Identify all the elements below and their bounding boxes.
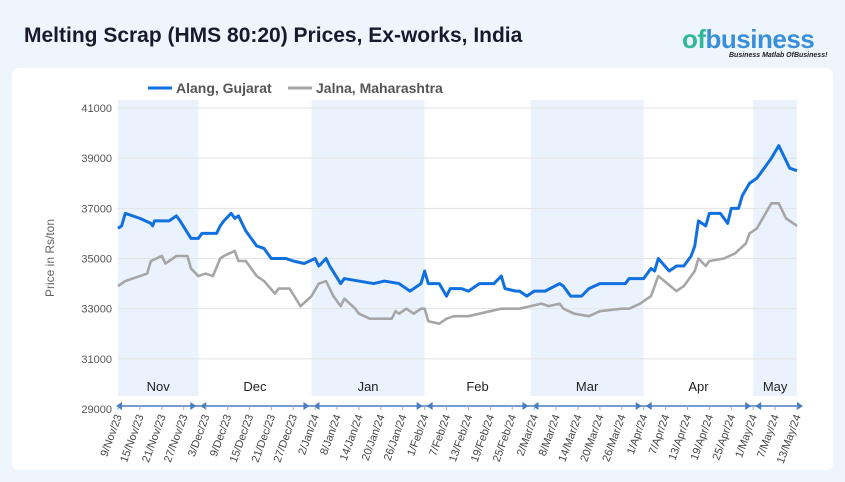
month-label: Jan <box>358 379 379 394</box>
legend-label: Jalna, Maharashtra <box>316 80 443 96</box>
logo-business: business <box>705 24 815 54</box>
y-axis-label: Price in Rs/ton <box>43 219 57 297</box>
month-label: Feb <box>466 379 488 394</box>
arrow-left-icon <box>313 402 320 410</box>
logo-of: of <box>682 24 706 54</box>
arrow-right-icon <box>797 402 803 410</box>
y-tick-label: 29000 <box>81 404 112 416</box>
arrow-left-icon <box>116 402 122 410</box>
month-label: Apr <box>688 379 709 394</box>
y-tick-label: 37000 <box>81 203 112 215</box>
series-line-jalna <box>117 202 798 326</box>
month-band <box>118 100 199 396</box>
arrow-left-icon <box>426 402 433 410</box>
month-band <box>311 100 425 396</box>
page-title: Melting Scrap (HMS 80:20) Prices, Ex-wor… <box>24 24 523 47</box>
month-label: May <box>763 379 788 394</box>
arrow-right-icon <box>190 402 197 410</box>
arrow-right-icon <box>635 402 642 410</box>
y-tick-label: 33000 <box>81 304 112 316</box>
y-tick-label: 31000 <box>81 354 112 366</box>
x-tick-label: 1/Apr/24 <box>625 413 651 456</box>
y-tick-label: 35000 <box>81 254 112 266</box>
y-tick-label: 41000 <box>81 103 112 115</box>
month-label: Dec <box>243 379 267 394</box>
ofbusiness-logo: ofbusiness Business Matlab OfBusiness! <box>682 24 832 59</box>
arrow-right-icon <box>303 402 310 410</box>
y-tick-label: 39000 <box>81 153 112 165</box>
month-label: Mar <box>576 379 599 394</box>
series-line-alang <box>117 144 798 298</box>
month-label: Nov <box>147 379 171 394</box>
arrow-left-icon <box>532 402 539 410</box>
arrow-right-icon <box>416 402 423 410</box>
arrow-right-icon <box>522 402 529 410</box>
x-tick-label: 7/Apr/24 <box>647 413 673 456</box>
arrow-right-icon <box>745 402 752 410</box>
arrow-left-icon <box>200 402 207 410</box>
arrow-left-icon <box>755 402 762 410</box>
month-band <box>530 100 644 396</box>
legend-label: Alang, Gujarat <box>176 80 272 96</box>
arrow-left-icon <box>645 402 652 410</box>
month-band <box>753 100 797 396</box>
logo-tagline: Business Matlab OfBusiness! <box>729 52 828 59</box>
